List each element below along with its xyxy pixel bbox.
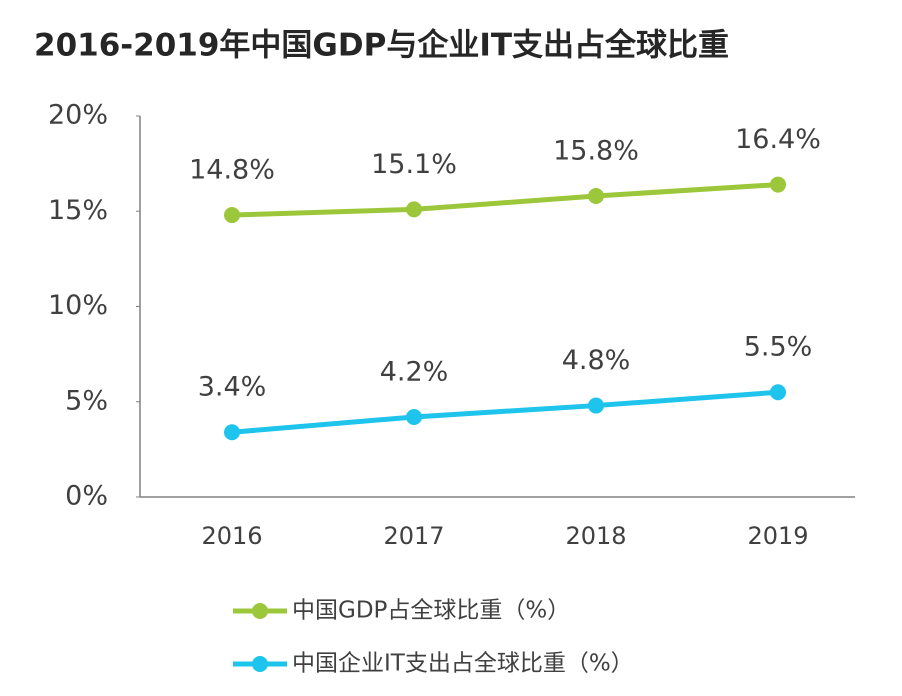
legend-marker [252, 603, 268, 619]
data-label: 16.4% [735, 124, 821, 155]
x-tick-label: 2018 [565, 522, 626, 550]
point [406, 201, 422, 218]
y-tick-label: 5% [65, 385, 108, 416]
data-label: 5.5% [744, 332, 813, 363]
data-label: 4.8% [562, 345, 631, 376]
point [224, 424, 240, 441]
point [770, 176, 786, 193]
data-label: 14.8% [189, 155, 275, 186]
data-label: 15.8% [553, 136, 639, 167]
y-tick-label: 15% [48, 195, 108, 226]
point [406, 408, 422, 425]
x-tick-label: 2017 [383, 522, 444, 550]
x-tick-label: 2016 [201, 522, 262, 550]
series-line [231, 389, 779, 435]
series-line [231, 182, 779, 218]
legend-marker [252, 656, 268, 672]
y-tick-label: 0% [65, 481, 108, 512]
x-tick-label: 2019 [747, 522, 808, 550]
data-label: 3.4% [198, 372, 267, 403]
point [588, 397, 604, 414]
y-tick-label: 10% [48, 290, 108, 321]
legend-label: 中国企业IT支出占全球比重（%） [292, 651, 634, 677]
chart-title: 2016-2019年中国GDP与企业IT支出占全球比重 [34, 28, 729, 64]
point [224, 207, 240, 224]
y-tick-label: 20% [48, 100, 108, 131]
data-label: 15.1% [371, 149, 457, 180]
point [770, 384, 786, 401]
data-label: 4.2% [380, 356, 449, 387]
legend-label: 中国GDP占全球比重（%） [292, 598, 570, 624]
point [588, 188, 604, 205]
